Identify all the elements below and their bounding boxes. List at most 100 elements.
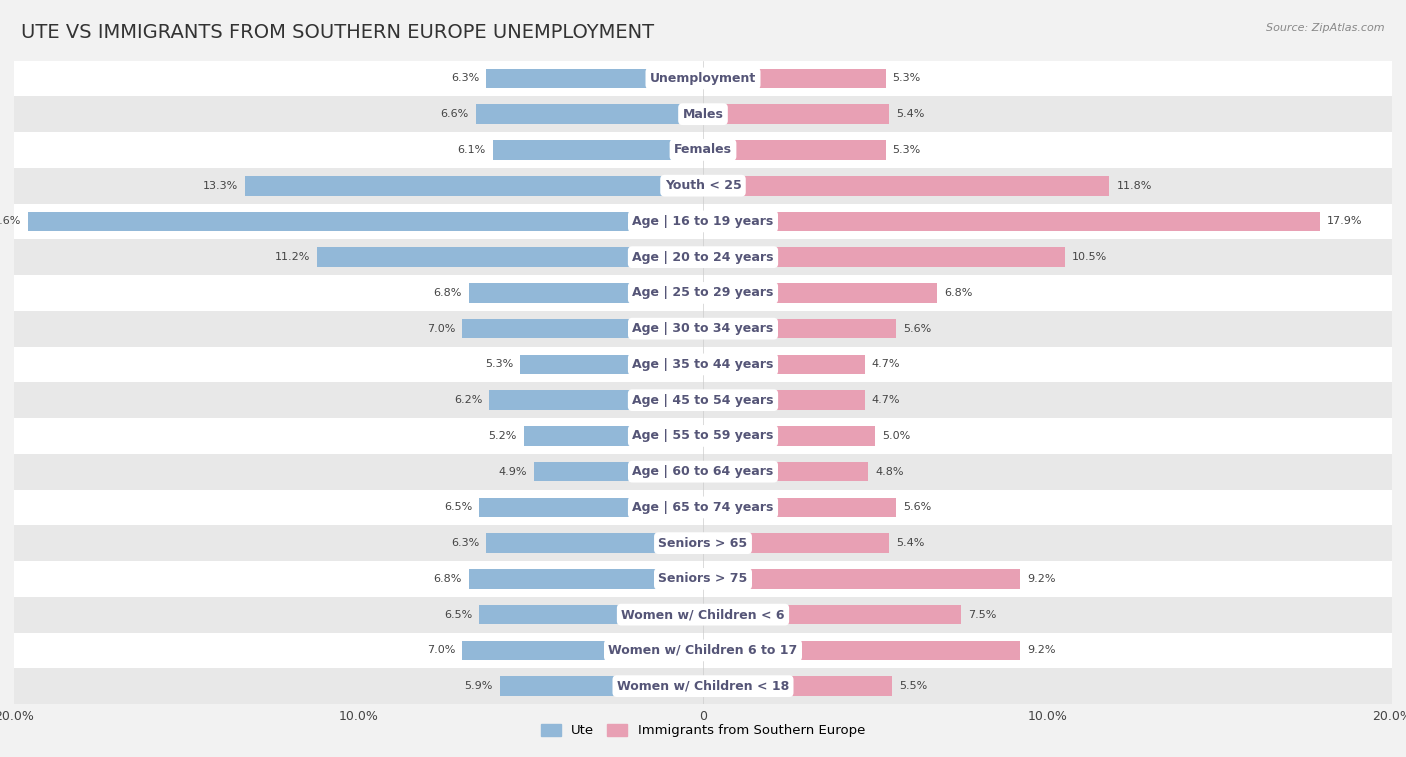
Text: Age | 60 to 64 years: Age | 60 to 64 years	[633, 465, 773, 478]
Bar	[494, 140, 703, 160]
Bar	[534, 462, 703, 481]
Text: 5.4%: 5.4%	[896, 109, 924, 119]
Text: Women w/ Children 6 to 17: Women w/ Children 6 to 17	[609, 644, 797, 657]
Bar	[468, 569, 703, 589]
Text: 5.9%: 5.9%	[464, 681, 494, 691]
Bar	[703, 569, 1019, 589]
Text: 5.4%: 5.4%	[896, 538, 924, 548]
Bar	[703, 104, 889, 124]
Text: Source: ZipAtlas.com: Source: ZipAtlas.com	[1267, 23, 1385, 33]
Text: 10.5%: 10.5%	[1071, 252, 1107, 262]
Text: UTE VS IMMIGRANTS FROM SOUTHERN EUROPE UNEMPLOYMENT: UTE VS IMMIGRANTS FROM SOUTHERN EUROPE U…	[21, 23, 654, 42]
Text: Women w/ Children < 6: Women w/ Children < 6	[621, 608, 785, 621]
Text: Youth < 25: Youth < 25	[665, 179, 741, 192]
Text: 6.3%: 6.3%	[451, 73, 479, 83]
Text: 7.0%: 7.0%	[426, 324, 456, 334]
Bar	[703, 676, 893, 696]
Text: Age | 25 to 29 years: Age | 25 to 29 years	[633, 286, 773, 300]
Text: 17.9%: 17.9%	[1326, 217, 1362, 226]
Text: Age | 65 to 74 years: Age | 65 to 74 years	[633, 501, 773, 514]
FancyBboxPatch shape	[14, 453, 1392, 490]
Bar	[499, 676, 703, 696]
Text: 7.5%: 7.5%	[969, 609, 997, 620]
Text: Males: Males	[682, 107, 724, 120]
Text: 6.5%: 6.5%	[444, 609, 472, 620]
Bar	[486, 534, 703, 553]
Text: Females: Females	[673, 143, 733, 157]
Text: Age | 45 to 54 years: Age | 45 to 54 years	[633, 394, 773, 407]
FancyBboxPatch shape	[14, 132, 1392, 168]
FancyBboxPatch shape	[14, 418, 1392, 453]
Bar	[703, 640, 1019, 660]
FancyBboxPatch shape	[14, 525, 1392, 561]
FancyBboxPatch shape	[14, 239, 1392, 275]
Text: 5.3%: 5.3%	[893, 73, 921, 83]
Bar	[479, 497, 703, 517]
FancyBboxPatch shape	[14, 168, 1392, 204]
Text: Age | 35 to 44 years: Age | 35 to 44 years	[633, 358, 773, 371]
Text: Age | 30 to 34 years: Age | 30 to 34 years	[633, 322, 773, 335]
Text: 5.6%: 5.6%	[903, 503, 931, 512]
Text: 7.0%: 7.0%	[426, 646, 456, 656]
Text: 4.9%: 4.9%	[499, 466, 527, 477]
FancyBboxPatch shape	[14, 96, 1392, 132]
Legend: Ute, Immigrants from Southern Europe: Ute, Immigrants from Southern Europe	[536, 718, 870, 743]
Bar	[479, 605, 703, 625]
Text: Age | 55 to 59 years: Age | 55 to 59 years	[633, 429, 773, 442]
Bar	[703, 283, 938, 303]
FancyBboxPatch shape	[14, 633, 1392, 668]
Text: 4.8%: 4.8%	[875, 466, 904, 477]
Bar	[461, 319, 703, 338]
FancyBboxPatch shape	[14, 490, 1392, 525]
Bar	[703, 248, 1064, 267]
Bar	[461, 640, 703, 660]
Bar	[703, 426, 875, 446]
Text: 5.6%: 5.6%	[903, 324, 931, 334]
Text: 6.8%: 6.8%	[433, 288, 461, 298]
FancyBboxPatch shape	[14, 668, 1392, 704]
Text: 11.8%: 11.8%	[1116, 181, 1152, 191]
Bar	[520, 354, 703, 374]
Text: Seniors > 65: Seniors > 65	[658, 537, 748, 550]
Text: 6.8%: 6.8%	[433, 574, 461, 584]
Bar	[475, 104, 703, 124]
Bar	[703, 140, 886, 160]
Bar	[28, 212, 703, 231]
FancyBboxPatch shape	[14, 61, 1392, 96]
Text: 6.5%: 6.5%	[444, 503, 472, 512]
Bar	[703, 462, 869, 481]
Bar	[468, 283, 703, 303]
Text: 11.2%: 11.2%	[276, 252, 311, 262]
Text: 5.3%: 5.3%	[893, 145, 921, 155]
Text: 5.3%: 5.3%	[485, 360, 513, 369]
Bar	[703, 534, 889, 553]
Bar	[703, 319, 896, 338]
Text: Age | 20 to 24 years: Age | 20 to 24 years	[633, 251, 773, 263]
Text: 9.2%: 9.2%	[1026, 646, 1056, 656]
FancyBboxPatch shape	[14, 561, 1392, 597]
Text: 6.8%: 6.8%	[945, 288, 973, 298]
Bar	[486, 69, 703, 89]
Bar	[318, 248, 703, 267]
Text: 9.2%: 9.2%	[1026, 574, 1056, 584]
Bar	[703, 212, 1320, 231]
Bar	[703, 605, 962, 625]
Text: 13.3%: 13.3%	[202, 181, 238, 191]
Text: Seniors > 75: Seniors > 75	[658, 572, 748, 585]
Bar	[703, 176, 1109, 195]
Text: 5.5%: 5.5%	[900, 681, 928, 691]
Text: 5.2%: 5.2%	[489, 431, 517, 441]
Text: 6.2%: 6.2%	[454, 395, 482, 405]
FancyBboxPatch shape	[14, 275, 1392, 311]
Text: 6.1%: 6.1%	[458, 145, 486, 155]
Text: Age | 16 to 19 years: Age | 16 to 19 years	[633, 215, 773, 228]
Text: 19.6%: 19.6%	[0, 217, 21, 226]
Text: 4.7%: 4.7%	[872, 360, 900, 369]
Bar	[489, 391, 703, 410]
Bar	[703, 354, 865, 374]
FancyBboxPatch shape	[14, 347, 1392, 382]
Text: 5.0%: 5.0%	[882, 431, 910, 441]
FancyBboxPatch shape	[14, 597, 1392, 633]
Bar	[703, 69, 886, 89]
FancyBboxPatch shape	[14, 204, 1392, 239]
